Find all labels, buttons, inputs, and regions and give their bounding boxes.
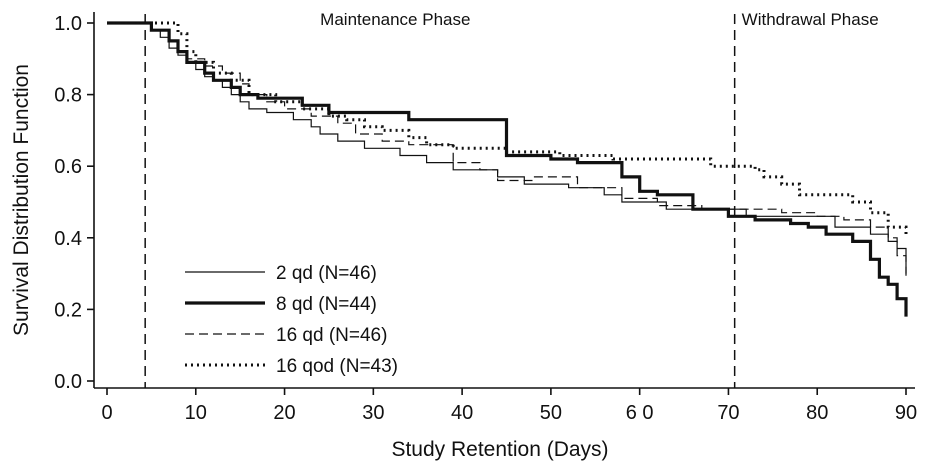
- legend-label: 2 qd (N=46): [276, 263, 377, 284]
- x-tick-label: 6 0: [626, 402, 654, 424]
- plot-frame: [94, 12, 915, 388]
- y-tick-label: 1.0: [54, 13, 82, 35]
- x-tick-label: 50: [540, 402, 562, 424]
- y-axis-ticks: 0.0 0.2 0.4 0.6 0.8 1.0: [54, 13, 94, 393]
- x-tick-label: 40: [451, 402, 473, 424]
- y-tick-label: 0.0: [54, 371, 82, 393]
- legend: 2 qd (N=46) 8 qd (N=44) 16 qd (N=46) 16 qod…: [185, 263, 398, 377]
- phase-reference-lines: [145, 14, 734, 388]
- x-axis-title: Study Retention (Days): [391, 438, 608, 461]
- phase-labels: Maintenance Phase Withdrawal Phase: [320, 10, 879, 29]
- x-tick-label: 30: [362, 402, 384, 424]
- x-tick-label: 80: [806, 402, 828, 424]
- y-tick-label: 0.2: [54, 299, 82, 321]
- x-tick-label: 0: [101, 402, 112, 424]
- y-tick-label: 0.4: [54, 228, 82, 250]
- y-tick-label: 0.6: [54, 156, 82, 178]
- legend-label: 16 qd (N=46): [276, 325, 387, 346]
- x-tick-label: 70: [717, 402, 739, 424]
- legend-label: 16 qod (N=43): [276, 356, 398, 377]
- phase-label: Maintenance Phase: [320, 10, 470, 29]
- phase-label: Withdrawal Phase: [742, 10, 879, 29]
- x-tick-label: 10: [185, 402, 207, 424]
- x-axis-ticks: 0 10 20 30 40 50 6 0 70 80 90: [101, 388, 917, 424]
- x-tick-label: 20: [273, 402, 295, 424]
- y-axis-title: Survival Distribution Function: [10, 64, 33, 336]
- legend-label: 8 qd (N=44): [276, 294, 377, 315]
- y-tick-label: 0.8: [54, 85, 82, 107]
- x-tick-label: 90: [895, 402, 917, 424]
